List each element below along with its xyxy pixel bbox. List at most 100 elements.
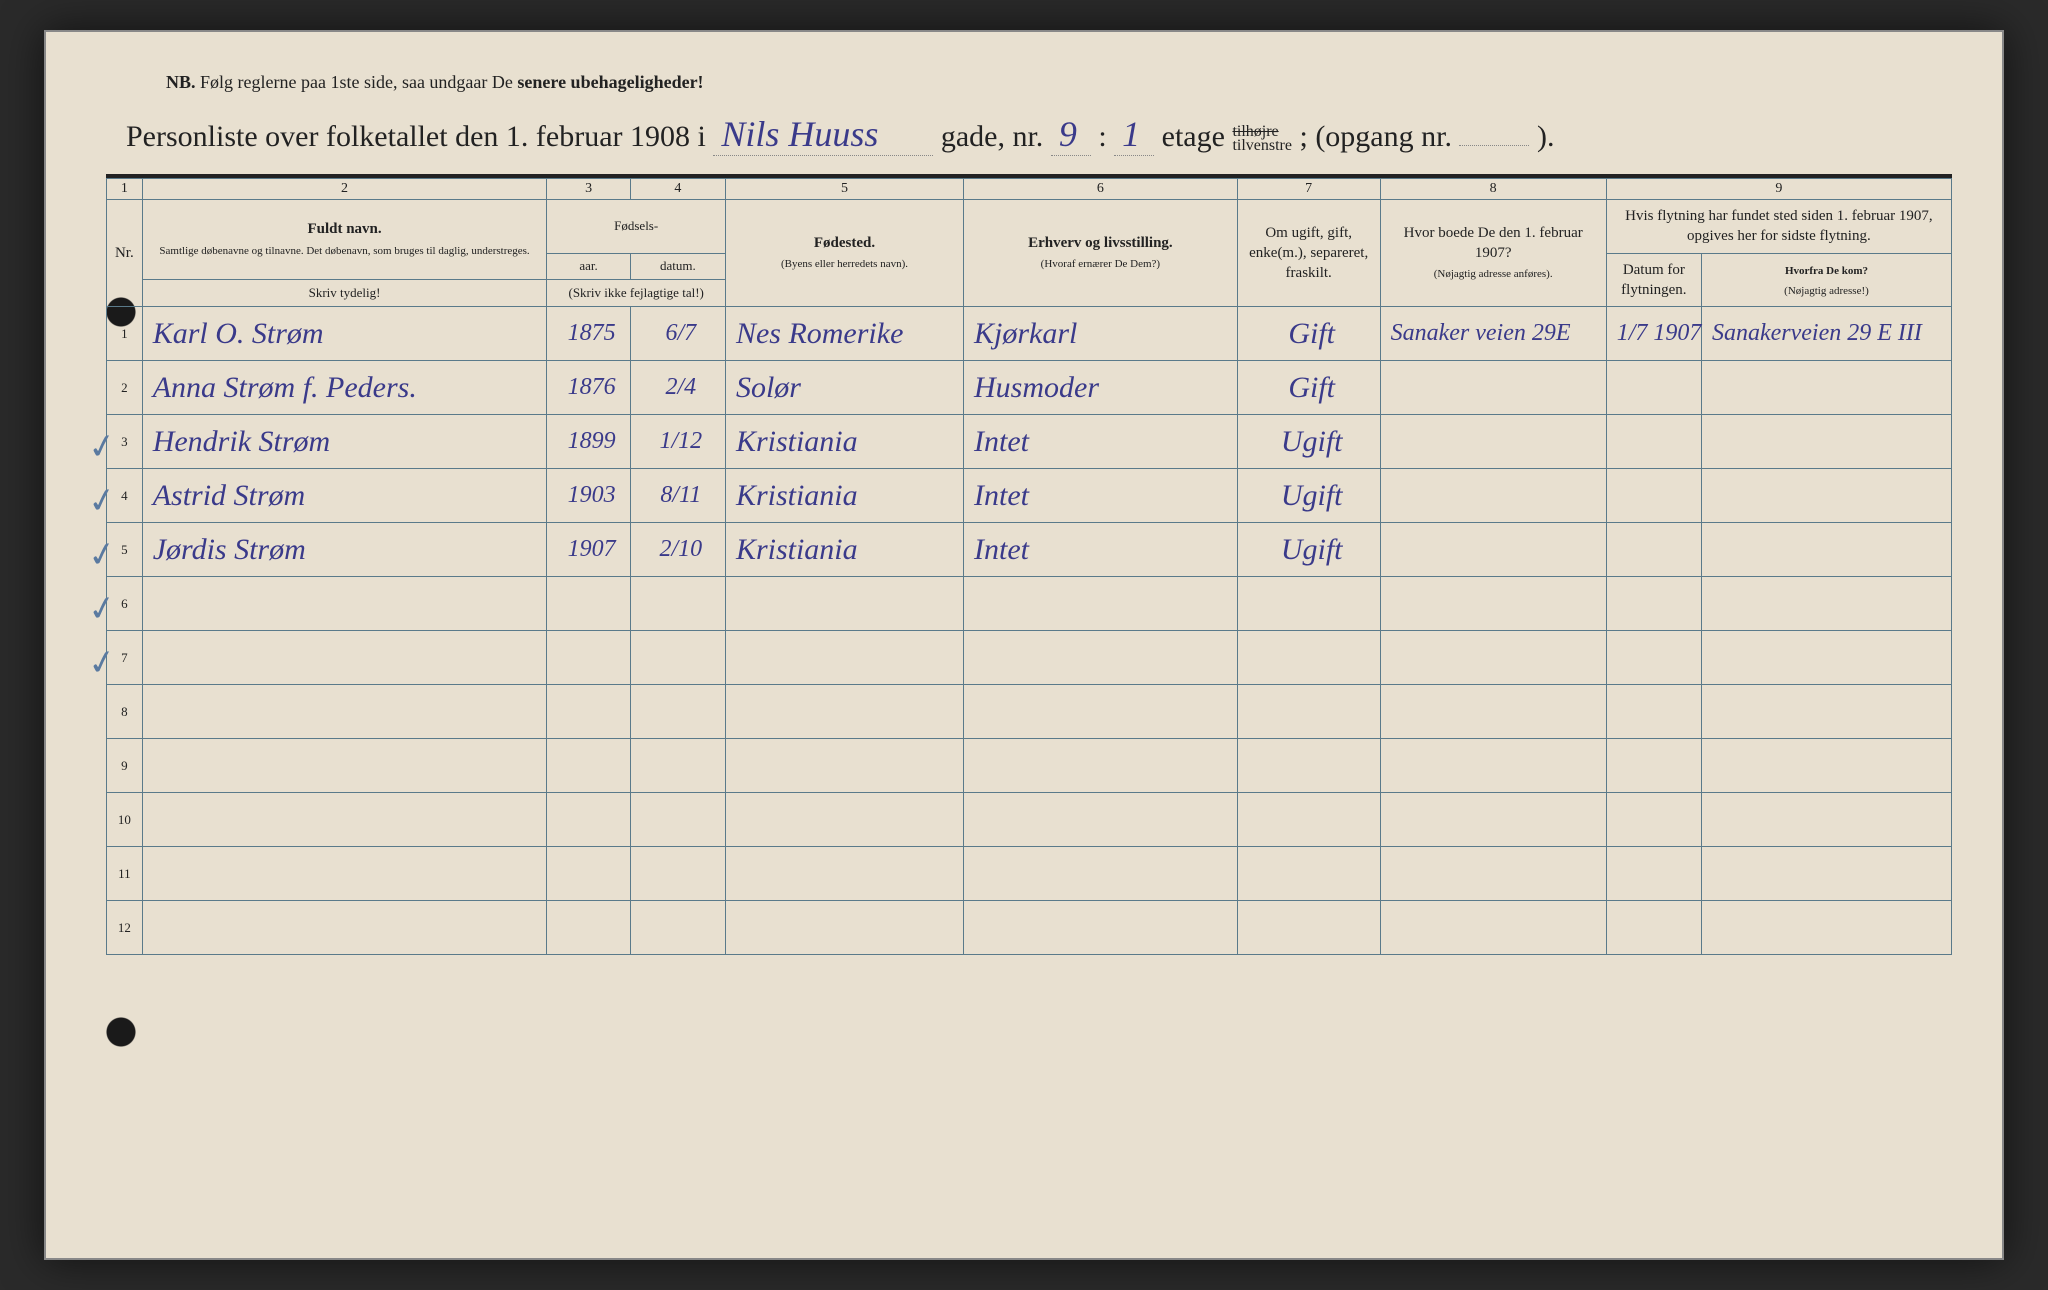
cell-birthplace	[725, 631, 963, 685]
cell-birthplace	[725, 901, 963, 955]
cell-move-date	[1606, 631, 1701, 685]
row-number: 2	[107, 361, 143, 415]
cell-date: 2/4	[630, 361, 725, 415]
table-row: 9	[107, 739, 1952, 793]
hdr-aar: aar.	[547, 253, 630, 280]
cell-from	[1701, 577, 1951, 631]
cell-from	[1701, 739, 1951, 793]
cell-name	[142, 847, 547, 901]
cell-from	[1701, 523, 1951, 577]
cell-status: Ugift	[1237, 523, 1380, 577]
cell-status: Gift	[1237, 361, 1380, 415]
cell-occupation: Intet	[964, 469, 1238, 523]
cell-birthplace	[725, 739, 963, 793]
hdr-datum: datum.	[630, 253, 725, 280]
title-line: Personliste over folketallet den 1. febr…	[126, 113, 1952, 156]
row-number: 9	[107, 739, 143, 793]
cell-move-date	[1606, 847, 1701, 901]
cell-from	[1701, 361, 1951, 415]
cell-prev-address	[1380, 577, 1606, 631]
cell-prev-address	[1380, 361, 1606, 415]
table-row: 7	[107, 631, 1952, 685]
cell-status	[1237, 847, 1380, 901]
hdr-ugift: Om ugift, gift, enke(m.), separeret, fra…	[1237, 200, 1380, 307]
cell-name: Jørdis Strøm	[142, 523, 547, 577]
cell-move-date	[1606, 469, 1701, 523]
cell-occupation	[964, 577, 1238, 631]
cell-occupation: Husmoder	[964, 361, 1238, 415]
colnum: 2	[142, 179, 547, 200]
census-form-page: NB. Følg reglerne paa 1ste side, saa und…	[44, 30, 2004, 1260]
cell-status: Ugift	[1237, 469, 1380, 523]
colnum: 7	[1237, 179, 1380, 200]
cell-date	[630, 793, 725, 847]
cell-name	[142, 577, 547, 631]
cell-birthplace	[725, 685, 963, 739]
title-lead: Personliste over folketallet den 1. febr…	[126, 120, 706, 153]
nb-text: Følg reglerne paa 1ste side, saa undgaar…	[200, 72, 513, 92]
cell-prev-address	[1380, 415, 1606, 469]
hdr-boede: Hvor boede De den 1. februar 1907? (Nøja…	[1380, 200, 1606, 307]
title-opgang: ; (opgang nr.	[1299, 120, 1451, 153]
cell-prev-address	[1380, 469, 1606, 523]
cell-move-date	[1606, 577, 1701, 631]
cell-name	[142, 739, 547, 793]
hdr-datum-flyt: Datum for flytningen.	[1606, 253, 1701, 307]
cell-name	[142, 793, 547, 847]
cell-year	[547, 793, 630, 847]
hdr-fodested-sub: (Byens eller herredets navn).	[781, 258, 908, 270]
cell-birthplace: Kristiania	[725, 469, 963, 523]
opgang-val	[1459, 145, 1529, 146]
cell-status	[1237, 631, 1380, 685]
cell-birthplace	[725, 847, 963, 901]
cell-date: 8/11	[630, 469, 725, 523]
title-gade: gade, nr.	[941, 120, 1043, 153]
cell-from	[1701, 631, 1951, 685]
cell-move-date	[1606, 793, 1701, 847]
hdr-erhverv-sub: (Hvoraf ernærer De Dem?)	[1041, 258, 1160, 270]
hdr-hvorfra: Hvorfra De kom? (Nøjagtig adresse!)	[1701, 253, 1951, 307]
table-row: 2Anna Strøm f. Peders.18762/4SolørHusmod…	[107, 361, 1952, 415]
cell-move-date	[1606, 739, 1701, 793]
cell-date	[630, 847, 725, 901]
cell-occupation	[964, 901, 1238, 955]
hdr-fodested: Fødested. (Byens eller herredets navn).	[725, 200, 963, 307]
row-number: 10	[107, 793, 143, 847]
hdr-fuldt: Fuldt navn. Samtlige døbenavne og tilnav…	[142, 200, 547, 280]
cell-year: 1899	[547, 415, 630, 469]
cell-status: Ugift	[1237, 415, 1380, 469]
table-row: 8	[107, 685, 1952, 739]
cell-date: 6/7	[630, 307, 725, 361]
cell-date	[630, 901, 725, 955]
cell-move-date	[1606, 901, 1701, 955]
cell-occupation: Intet	[964, 523, 1238, 577]
cell-move-date: 1/7 1907	[1606, 307, 1701, 361]
title-colon: :	[1098, 120, 1106, 153]
cell-name: Astrid Strøm	[142, 469, 547, 523]
cell-birthplace: Nes Romerike	[725, 307, 963, 361]
colnum: 4	[630, 179, 725, 200]
title-etage: etage	[1162, 120, 1225, 153]
side-options: tilhøjre tilvenstre	[1232, 125, 1292, 153]
hdr-fuldt-b: Fuldt navn.	[307, 221, 381, 237]
cell-occupation	[964, 847, 1238, 901]
colnum: 1	[107, 179, 143, 200]
table-row: 4Astrid Strøm19038/11KristianiaIntetUgif…	[107, 469, 1952, 523]
row-number: 1	[107, 307, 143, 361]
cell-from	[1701, 685, 1951, 739]
cell-occupation: Intet	[964, 415, 1238, 469]
table-row: 6	[107, 577, 1952, 631]
hdr-boede-sub: (Nøjagtig adresse anføres).	[1434, 268, 1553, 280]
cell-occupation: Kjørkarl	[964, 307, 1238, 361]
table-header: 1 2 3 4 5 6 7 8 9 Nr. Fuldt navn. Samtli…	[107, 179, 1952, 307]
cell-move-date	[1606, 685, 1701, 739]
row-number: 12	[107, 901, 143, 955]
cell-occupation	[964, 739, 1238, 793]
table-row: 3Hendrik Strøm18991/12KristianiaIntetUgi…	[107, 415, 1952, 469]
table-row: 1Karl O. Strøm18756/7Nes RomerikeKjørkar…	[107, 307, 1952, 361]
cell-prev-address	[1380, 793, 1606, 847]
cell-year	[547, 739, 630, 793]
colnum: 8	[1380, 179, 1606, 200]
cell-prev-address: Sanaker veien 29E	[1380, 307, 1606, 361]
hdr-erhverv: Erhverv og livsstilling. (Hvoraf ernærer…	[964, 200, 1238, 307]
